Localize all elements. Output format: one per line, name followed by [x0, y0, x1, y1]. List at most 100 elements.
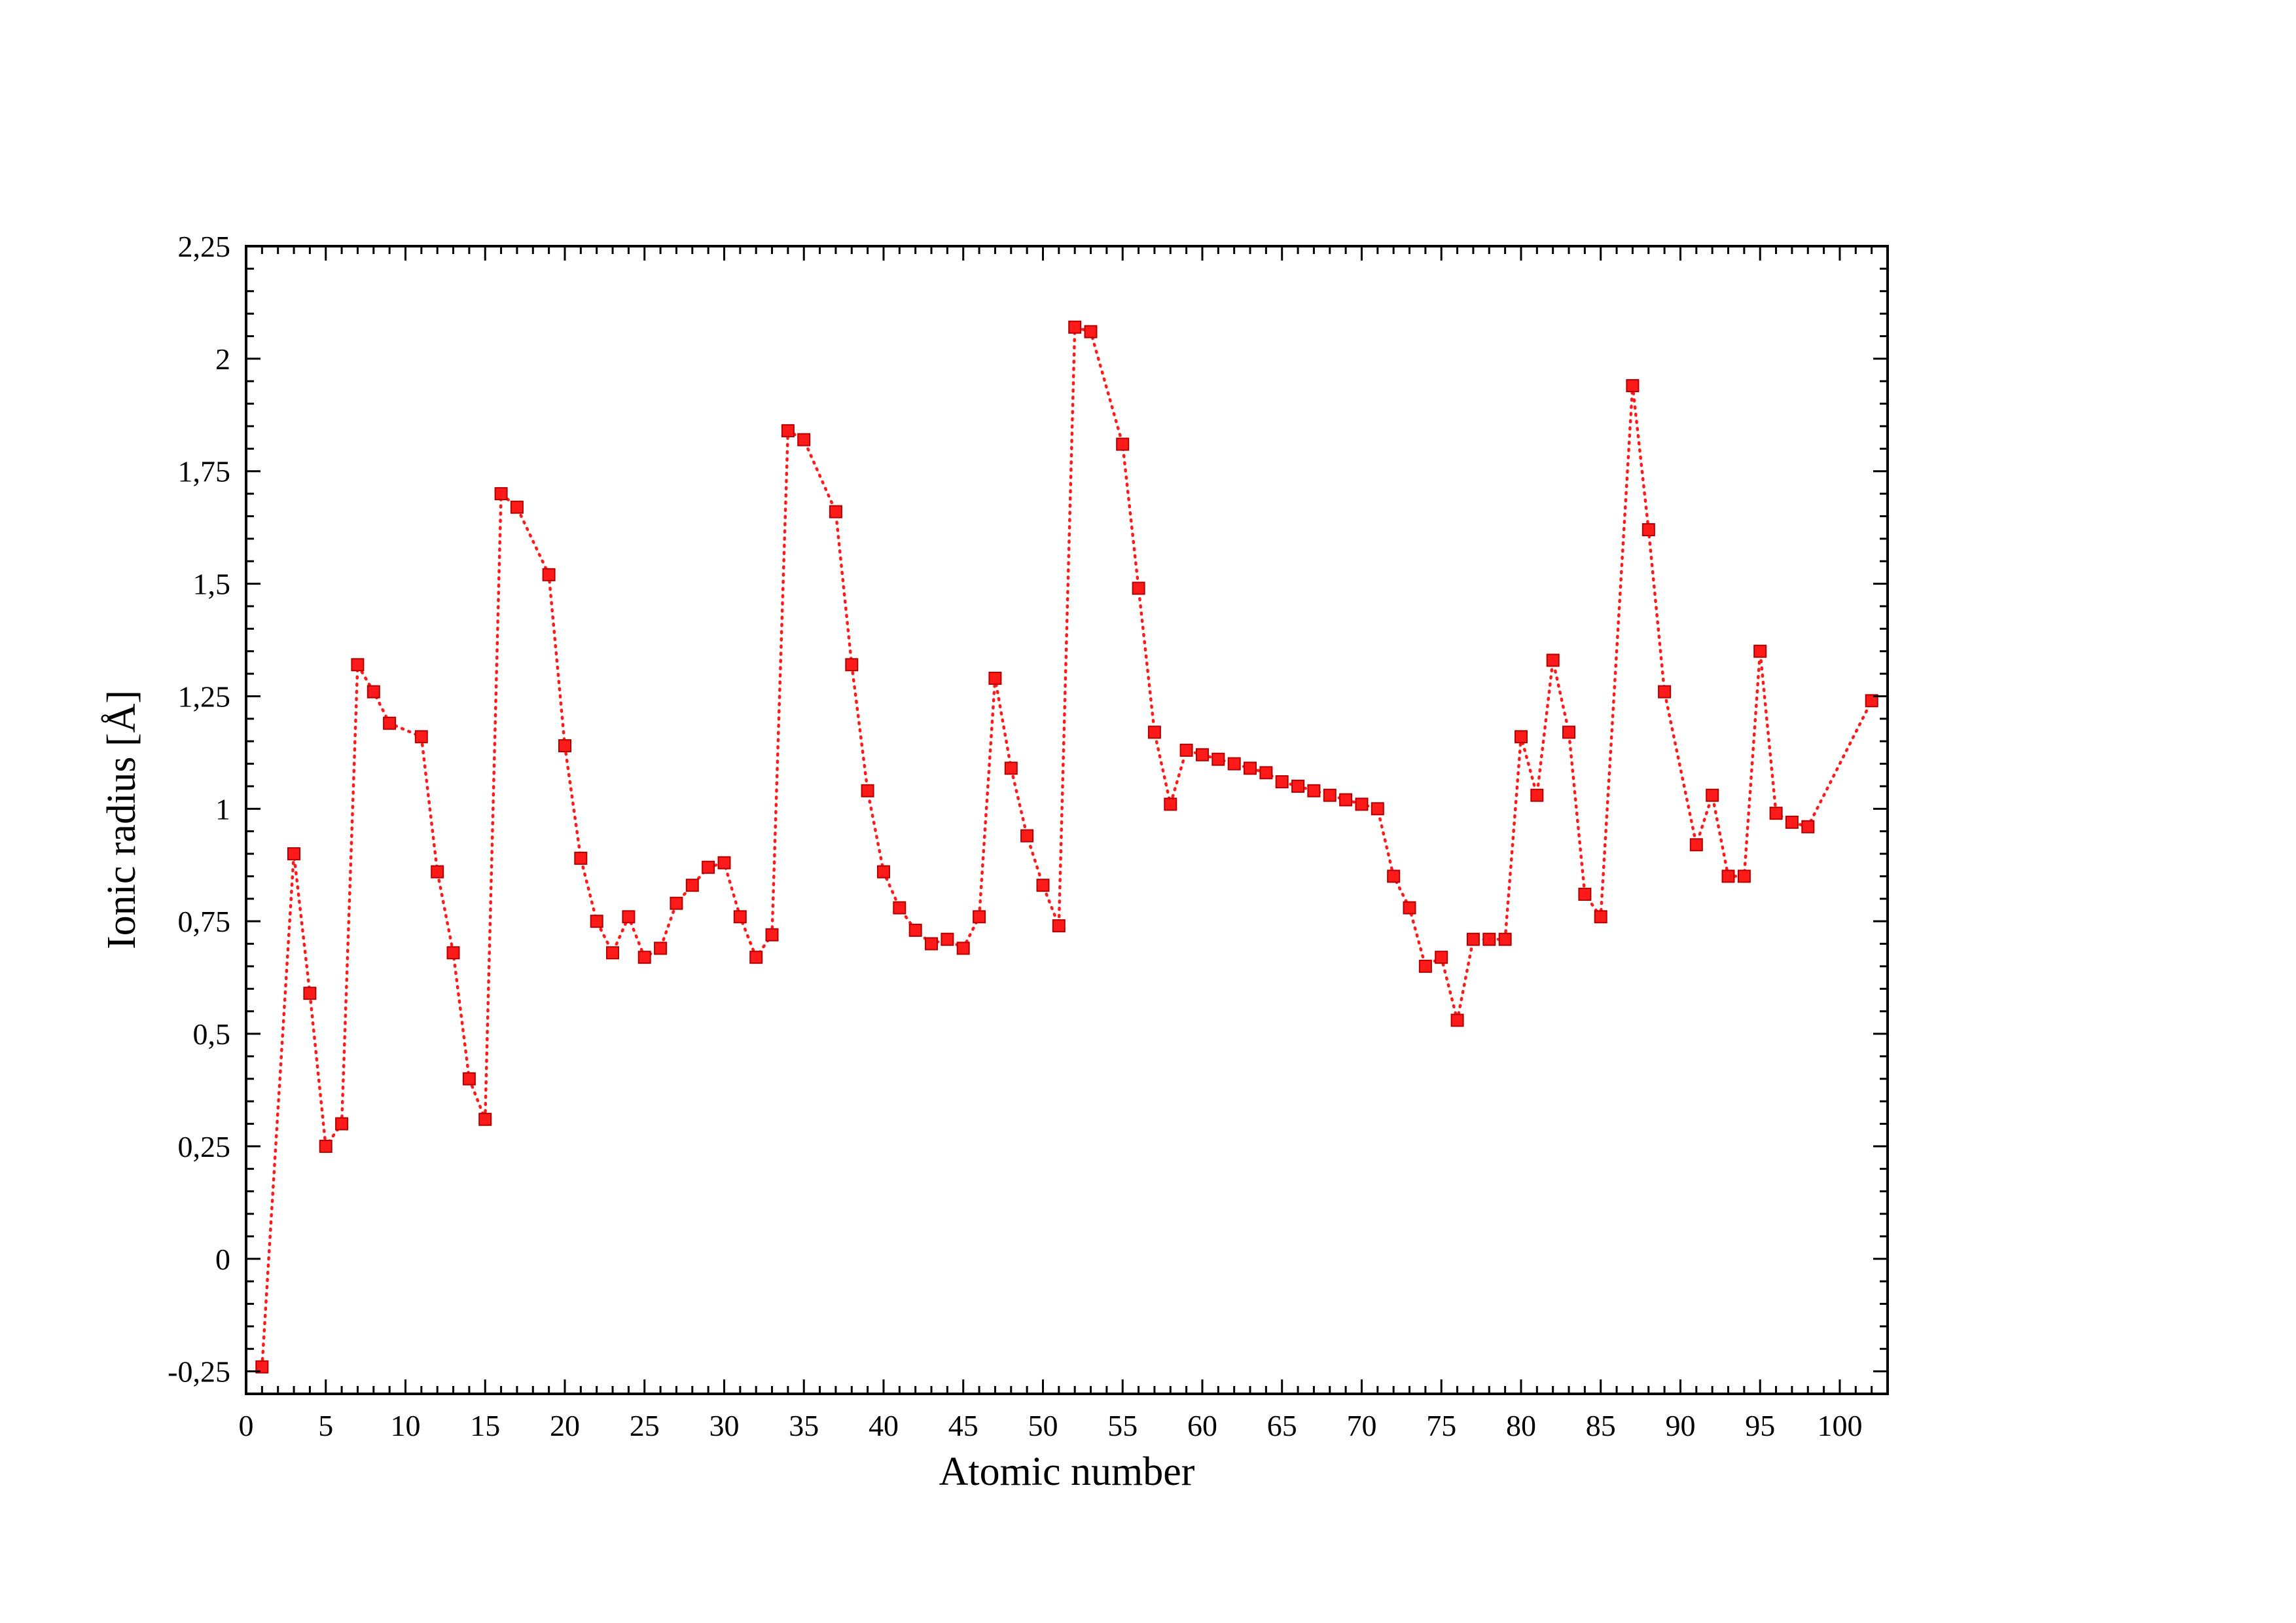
x-axis-title: Atomic number [939, 1450, 1195, 1494]
data-point [287, 847, 300, 861]
x-tick-label: 95 [1745, 1409, 1775, 1442]
data-point [1450, 1013, 1464, 1027]
data-point [1626, 379, 1640, 393]
x-tick-label: 40 [869, 1409, 899, 1442]
data-point [1211, 752, 1225, 766]
data-point [797, 433, 811, 447]
data-point [1196, 748, 1209, 761]
data-point [1482, 932, 1496, 946]
data-point [1259, 766, 1273, 780]
data-point [956, 941, 970, 955]
data-point [1562, 725, 1575, 739]
data-point [1721, 869, 1735, 883]
x-tick-label: 35 [789, 1409, 819, 1442]
data-point [1164, 797, 1177, 811]
data-point [1244, 761, 1257, 775]
x-tick-label: 65 [1267, 1409, 1297, 1442]
data-point [1865, 694, 1878, 708]
x-axis: 0 5 10 15 20 25 30 35 40 45 50 55 60 65 70 75 80 85 90 95 10… [239, 246, 1889, 1442]
data-point [1275, 775, 1289, 789]
x-tick-label: 10 [390, 1409, 420, 1442]
y-tick-label: 2,25 [178, 230, 231, 263]
data-point [1036, 879, 1050, 892]
data-point [637, 951, 651, 964]
data-point [622, 910, 636, 924]
data-point [1578, 887, 1592, 901]
data-point [1132, 581, 1145, 595]
data-point [1737, 869, 1751, 883]
data-point [1753, 644, 1767, 658]
data-point [1307, 784, 1321, 797]
data-point [988, 672, 1002, 685]
data-point [367, 685, 380, 699]
data-point [1147, 725, 1161, 739]
data-point [861, 784, 874, 797]
x-tick-label: 75 [1426, 1409, 1456, 1442]
data-point [1179, 743, 1193, 757]
data-point [829, 505, 842, 519]
data-point [670, 896, 683, 910]
x-tick-label: 45 [948, 1409, 978, 1442]
data-point [414, 730, 428, 744]
series-line [260, 325, 1873, 1369]
data-point [1052, 919, 1066, 933]
data-point [1689, 838, 1703, 852]
x-tick-label: 50 [1028, 1409, 1058, 1442]
data-point [1769, 807, 1783, 820]
data-point [941, 932, 954, 946]
data-point [1116, 437, 1130, 451]
data-point [574, 851, 588, 865]
y-tick-label: 1,25 [178, 680, 231, 713]
data-point [908, 923, 922, 937]
data-point [351, 658, 365, 672]
data-point [1530, 788, 1544, 802]
data-point [925, 937, 938, 951]
data-point [1801, 820, 1815, 833]
data-point [845, 658, 859, 672]
series-layer [255, 320, 1878, 1374]
data-point [1355, 797, 1369, 811]
x-tick-label: 70 [1346, 1409, 1376, 1442]
data-point [1020, 829, 1034, 843]
y-axis: -0,25 0 0,25 0,5 0,75 1 1,25 1,5 1,75 2 2,25 [168, 230, 1888, 1395]
data-point [303, 987, 317, 1000]
data-point [1785, 815, 1799, 829]
x-tick-label: 20 [550, 1409, 580, 1442]
data-point [1435, 951, 1448, 964]
y-tick-label: 0,75 [178, 905, 231, 938]
x-tick-label: 80 [1506, 1409, 1536, 1442]
data-point [462, 1072, 476, 1085]
data-point [494, 487, 508, 501]
data-point [1084, 325, 1098, 338]
data-point [1291, 779, 1305, 793]
data-point [478, 1112, 492, 1126]
data-point [1227, 757, 1241, 771]
x-tick-label: 0 [239, 1409, 254, 1442]
x-tick-label: 25 [630, 1409, 660, 1442]
data-point [893, 901, 906, 915]
data-point [654, 941, 668, 955]
data-point [1546, 653, 1560, 667]
y-axis-title: Ionic radius [Å] [99, 690, 144, 949]
data-point [510, 500, 524, 514]
data-point [255, 1360, 269, 1374]
data-point [1466, 932, 1480, 946]
data-point [1403, 901, 1416, 915]
y-tick-label: 0 [215, 1243, 230, 1276]
data-point [1068, 320, 1082, 334]
data-point [1594, 910, 1607, 924]
data-point [383, 716, 397, 730]
data-point [1371, 802, 1384, 816]
x-tick-label: 5 [318, 1409, 333, 1442]
data-point [1323, 788, 1336, 802]
x-tick-label: 30 [709, 1409, 739, 1442]
data-point [717, 856, 731, 869]
data-point [542, 568, 556, 581]
x-tick-label: 60 [1187, 1409, 1217, 1442]
data-point [685, 879, 699, 892]
y-tick-label: 2 [215, 342, 230, 376]
y-tick-label: 1,75 [178, 455, 231, 488]
data-point [1515, 730, 1528, 744]
